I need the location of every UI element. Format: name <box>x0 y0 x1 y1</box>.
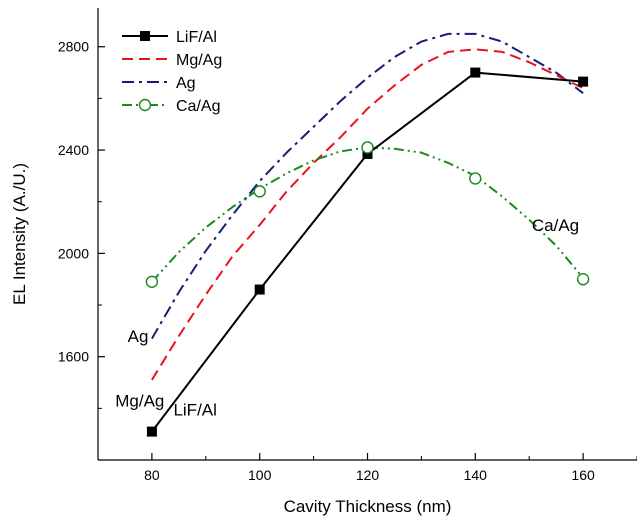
annotations: Ag Mg/Ag LiF/Al Ca/Ag <box>115 216 579 420</box>
legend-label-ag: Ag <box>176 75 196 92</box>
x-tick-label: 80 <box>144 467 160 483</box>
legend: LiF/Al Mg/Ag Ag Ca/Ag <box>122 29 222 115</box>
x-tick-label: 160 <box>571 467 595 483</box>
y-axis-label: EL Intensity (A./U.) <box>10 163 29 305</box>
data-point-lif-al <box>362 148 373 159</box>
annotation-mg-ag: Mg/Ag <box>115 392 164 411</box>
y-tick-label: 1600 <box>58 349 89 365</box>
x-axis-label: Cavity Thickness (nm) <box>284 497 452 516</box>
data-point-lif-al <box>146 426 157 437</box>
data-point-ca-ag <box>576 273 590 286</box>
legend-label-mg-ag: Mg/Ag <box>176 52 222 69</box>
annotation-ca-ag: Ca/Ag <box>532 216 579 235</box>
series-line-ca-ag <box>151 146 584 283</box>
data-point-ca-ag <box>361 141 374 154</box>
data-point-ca-ag <box>469 172 482 185</box>
x-tick-label: 120 <box>356 467 380 483</box>
legend-marker-ca-ag <box>138 98 152 112</box>
data-point-lif-al <box>578 76 589 87</box>
series-line-ag <box>151 32 584 340</box>
data-point-lif-al <box>254 284 265 295</box>
annotation-lif-al: LiF/Al <box>173 401 216 420</box>
legend-label-lif-al: LiF/Al <box>176 29 217 46</box>
data-point-ca-ag <box>253 185 266 198</box>
annotation-ag: Ag <box>128 327 149 346</box>
legend-marker-lif-al <box>140 31 150 41</box>
series-lines <box>145 32 590 437</box>
axes: 80 100 120 140 160 1600 2000 2400 2800 <box>58 8 637 483</box>
x-tick-label: 100 <box>248 467 272 483</box>
legend-label-ca-ag: Ca/Ag <box>176 98 220 115</box>
x-tick-label: 140 <box>464 467 488 483</box>
data-point-ca-ag <box>145 275 159 288</box>
data-point-lif-al <box>470 67 481 78</box>
series-line-mg-ag <box>151 48 584 381</box>
y-tick-label: 2000 <box>58 245 89 261</box>
y-tick-label: 2800 <box>58 39 89 55</box>
y-tick-label: 2400 <box>58 142 89 158</box>
series-line-lif-al <box>151 71 584 433</box>
